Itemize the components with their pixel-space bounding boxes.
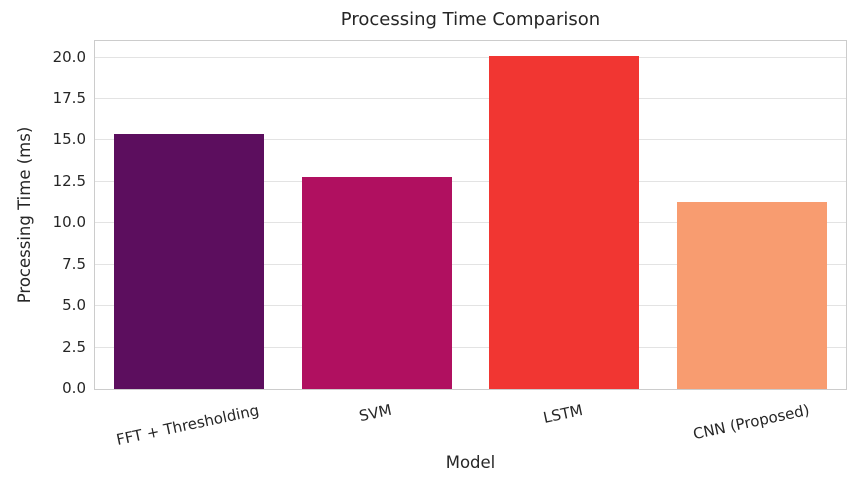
y-tick-label: 10.0 (52, 213, 86, 232)
gridline (95, 305, 846, 307)
gridline (95, 56, 846, 58)
bar-lstm (489, 55, 640, 389)
gridline (95, 222, 846, 224)
y-tick-label: 7.5 (62, 254, 86, 273)
y-tick-label: 20.0 (52, 47, 86, 66)
y-tick-label: 0.0 (62, 379, 86, 397)
gridline (95, 98, 846, 99)
y-tick-label: 15.0 (52, 130, 86, 149)
x-tick-label: FFT + Thresholding (115, 401, 262, 449)
y-tick-label: 17.5 (52, 89, 86, 107)
y-tick-label: 2.5 (62, 337, 86, 356)
x-axis-label: Model (445, 453, 496, 472)
y-tick-label: 12.5 (52, 171, 86, 190)
bar-fft-thresholding (113, 133, 264, 389)
bar-svm (301, 176, 452, 389)
gridline (95, 139, 846, 141)
x-tick-label: SVM (357, 401, 394, 426)
chart-title: Processing Time Comparison (340, 9, 601, 30)
gridline (95, 263, 846, 265)
bar-cnn-proposed (677, 201, 828, 389)
x-tick-label: CNN (Proposed) (691, 401, 812, 444)
gridline (95, 180, 846, 182)
gridline (95, 346, 846, 348)
y-tick-label: 5.0 (62, 296, 86, 315)
x-tick-label: LSTM (541, 401, 585, 428)
plot-area (94, 40, 847, 390)
